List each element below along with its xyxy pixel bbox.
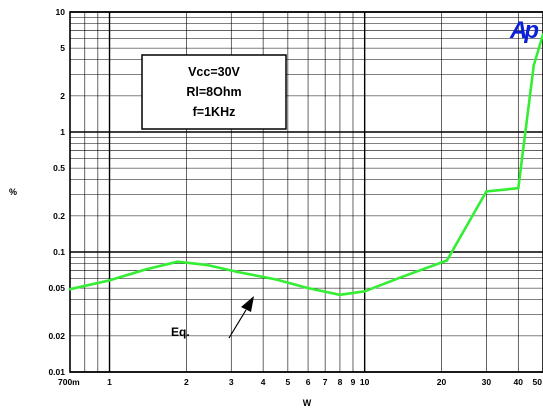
x-tick-label: 8 <box>338 377 343 387</box>
x-tick-label: 50 <box>533 377 543 387</box>
x-tick-label: 2 <box>184 377 189 387</box>
condition-load: Rl=8Ohm <box>186 85 241 99</box>
ap-logo: Ap <box>509 17 538 44</box>
y-axis-label: % <box>9 187 17 197</box>
data-point <box>338 293 342 297</box>
y-tick-label: 2 <box>60 91 65 101</box>
y-tick-label: 0.02 <box>48 331 65 341</box>
data-point <box>445 259 449 262</box>
data-point <box>176 260 179 264</box>
annotation-arrowhead <box>241 296 254 312</box>
x-tick-label: 7 <box>323 377 328 387</box>
data-point <box>516 186 520 190</box>
x-tick-label: 3 <box>229 377 234 387</box>
data-point <box>274 278 278 281</box>
y-tick-label: 0.1 <box>53 247 65 257</box>
y-tick-label: 0.05 <box>48 283 65 293</box>
y-tick-label: 1 <box>60 127 65 137</box>
data-point <box>363 290 366 293</box>
y-tick-labels: 0.01 0.02 0.05 0.1 0.2 0.5 1 2 5 10 <box>48 7 65 377</box>
annotation-arrow-line <box>228 309 247 339</box>
y-tick-label: 0.5 <box>53 163 65 173</box>
x-tick-label: 20 <box>437 377 447 387</box>
data-point <box>205 263 208 267</box>
annotation-label: Eq. <box>171 325 190 339</box>
y-tick-label: 0.01 <box>48 367 65 377</box>
x-tick-label: 6 <box>306 377 311 387</box>
data-point <box>108 279 111 282</box>
x-tick-label: 40 <box>514 377 524 387</box>
thd-curve <box>69 34 543 297</box>
data-point <box>145 267 149 271</box>
x-axis-label: W <box>303 398 312 408</box>
condition-vcc: Vcc=30V <box>188 65 240 79</box>
condition-frequency: f=1KHz <box>193 105 236 119</box>
data-point <box>400 275 404 279</box>
y-tick-label: 5 <box>60 43 65 53</box>
x-tick-label: 5 <box>285 377 290 387</box>
x-tick-label: 1 <box>107 377 112 387</box>
data-points <box>68 33 543 297</box>
x-tick-label: 30 <box>482 377 492 387</box>
eq-annotation: Eq. <box>171 296 254 339</box>
x-tick-label: 9 <box>351 377 356 387</box>
x-tick-label: 10 <box>360 377 370 387</box>
x-tick-labels: 700m 1 2 3 4 5 6 7 8 9 10 20 30 40 50 <box>58 377 542 387</box>
data-point <box>485 190 488 193</box>
y-tick-label: 0.2 <box>53 211 65 221</box>
conditions-box: Vcc=30V Rl=8Ohm f=1KHz <box>141 54 287 130</box>
plot-frame <box>69 11 543 373</box>
data-point <box>306 286 310 290</box>
data-point <box>237 270 240 274</box>
data-point <box>532 63 536 67</box>
x-tick-label: 4 <box>261 377 266 387</box>
x-tick-label: 700m <box>58 377 80 387</box>
data-point <box>68 287 72 291</box>
y-tick-label: 10 <box>56 7 66 17</box>
